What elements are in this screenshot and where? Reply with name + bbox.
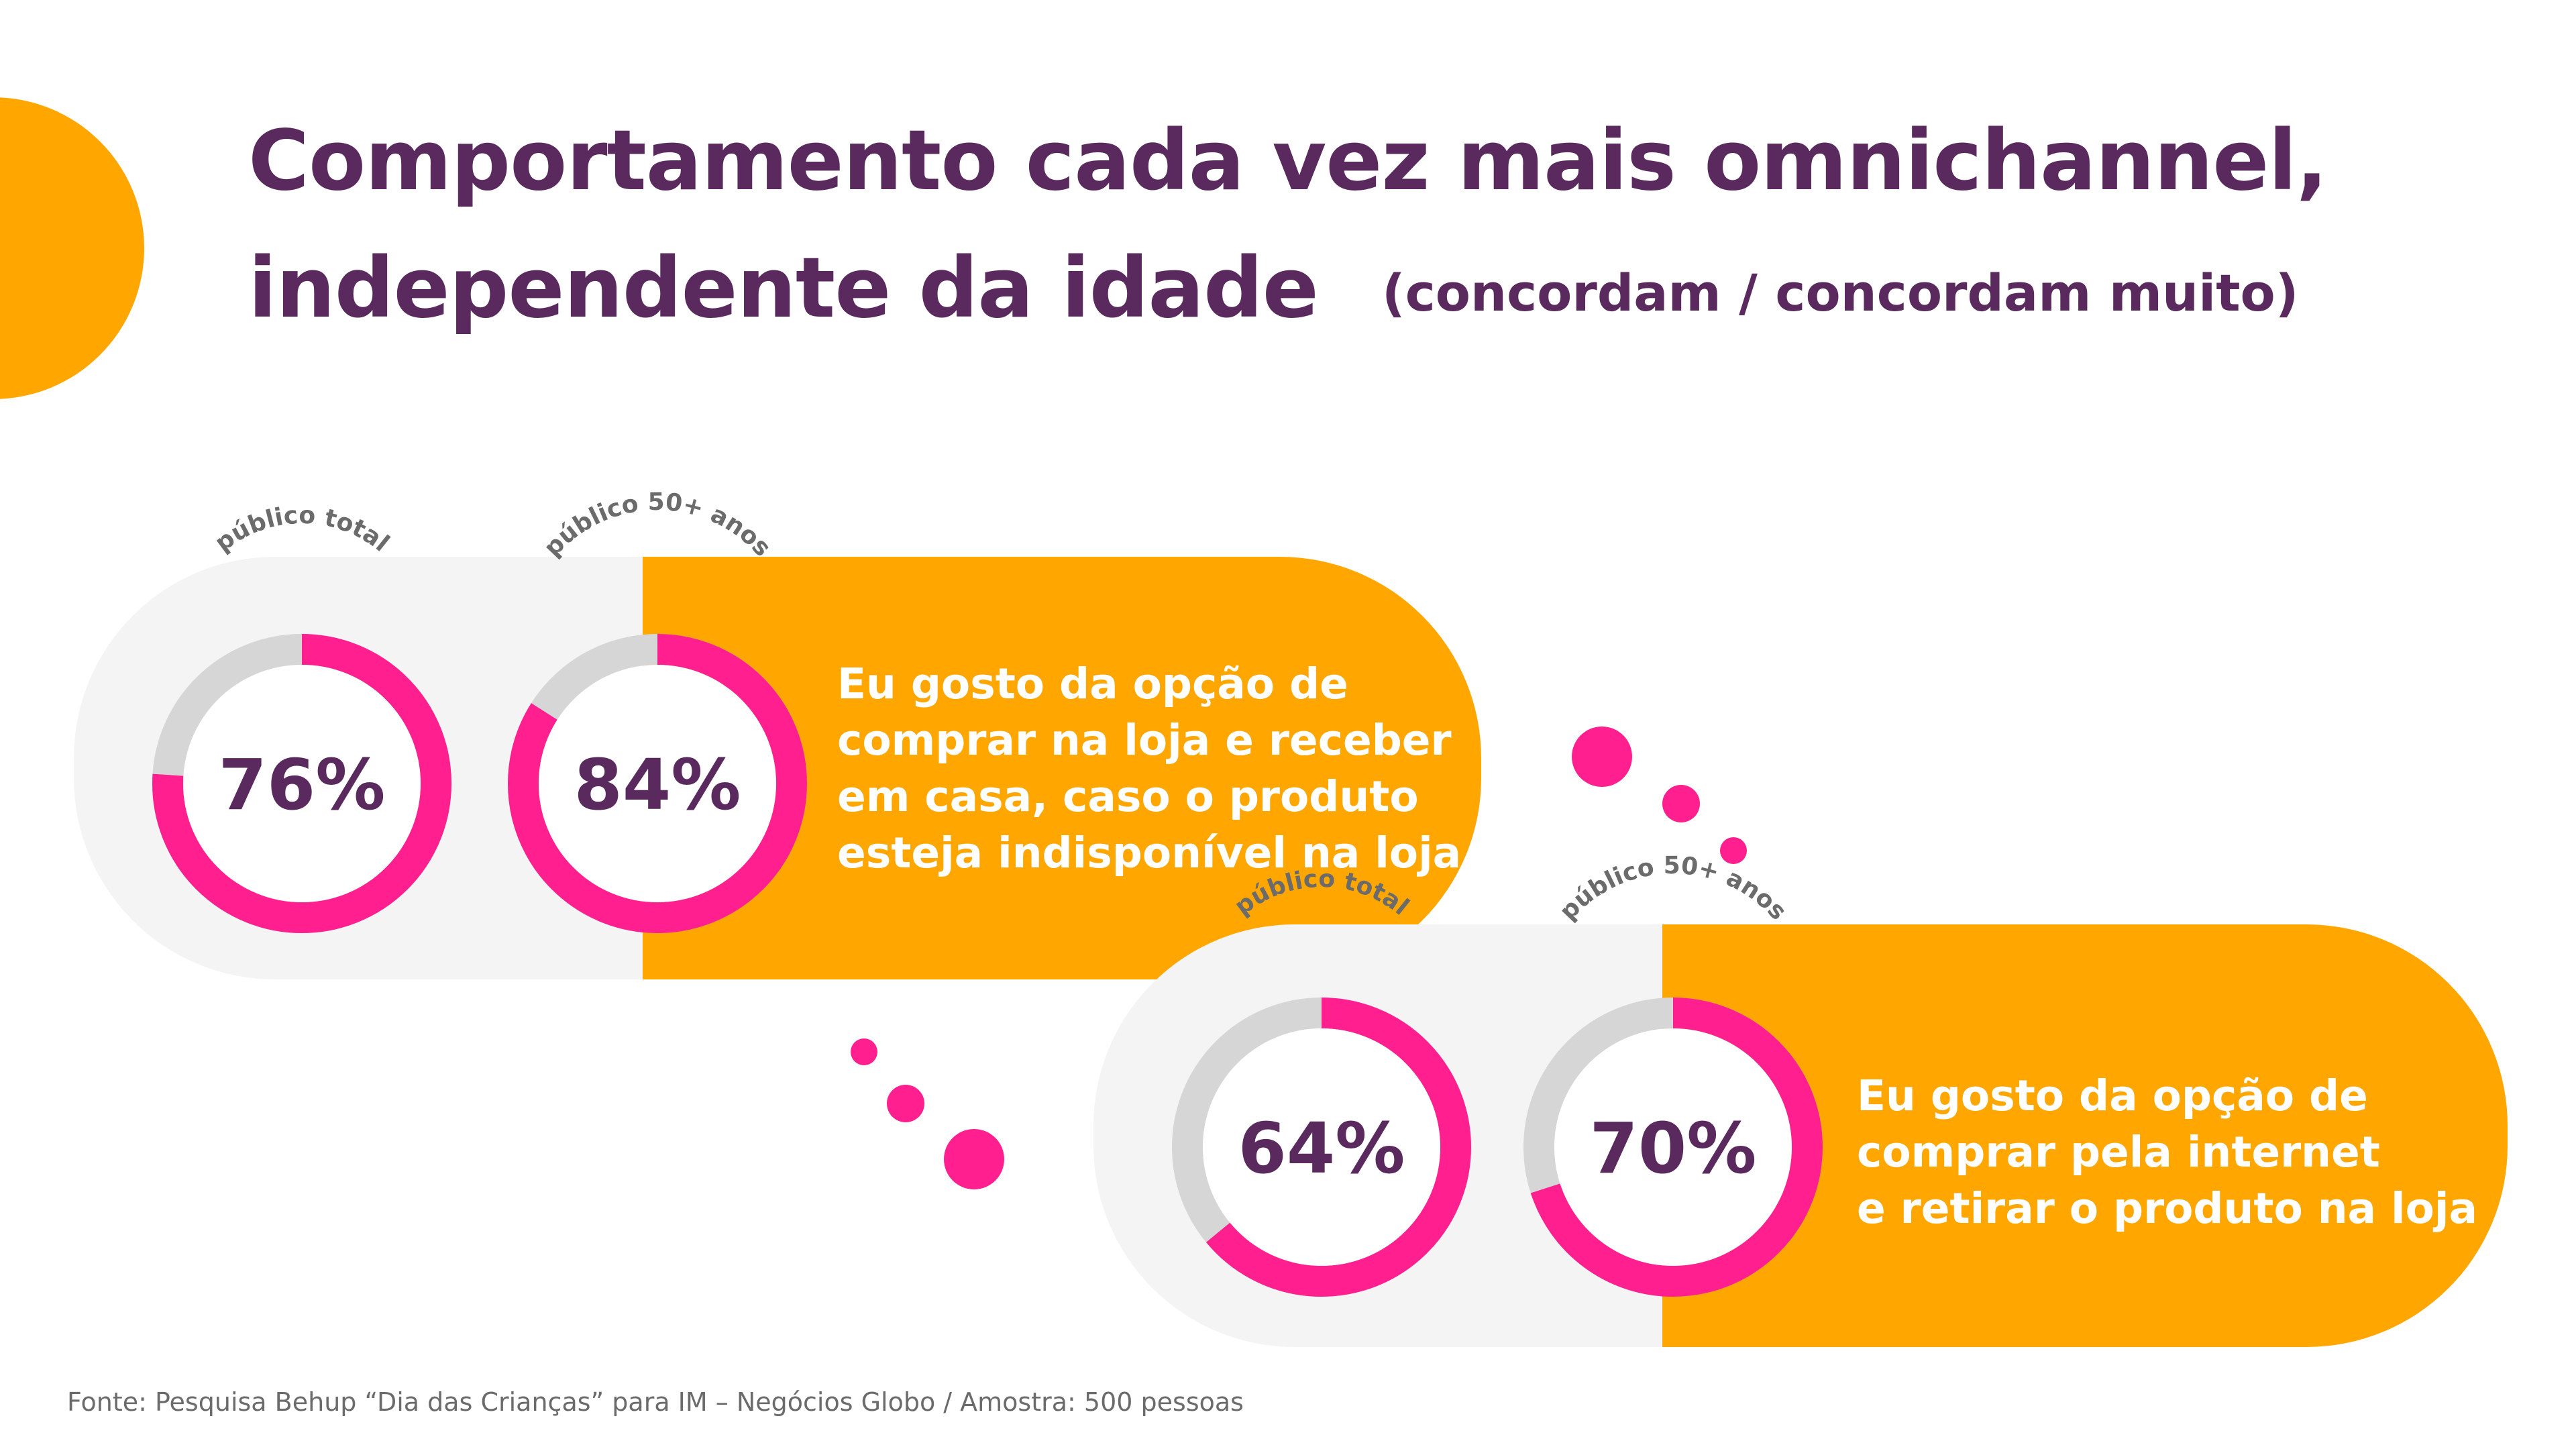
- donut-value-arc: [1172, 998, 1471, 1297]
- page-title-line-1: Comportamento cada vez mais omnichannel,: [248, 113, 2328, 209]
- statement-line: comprar na loja e receber: [837, 716, 1452, 765]
- donut-value-label: 76%: [219, 744, 386, 826]
- donut-1-1-label: público total: [210, 502, 394, 557]
- donut-value-label: 84%: [574, 744, 741, 826]
- donut-charts: 76% 84% 64% 70%: [152, 634, 1823, 1297]
- statement-line: comprar pela internet: [1857, 1128, 2380, 1177]
- donut-value-label: 70%: [1590, 1108, 1757, 1189]
- decorative-orange-circle: [0, 97, 144, 399]
- donut-value-label: 64%: [1238, 1108, 1405, 1189]
- decorative-dot: [944, 1129, 1004, 1189]
- statement-text-2: Eu gosto da opção de comprar pela intern…: [1857, 1068, 2477, 1237]
- donut-value-arc: [152, 634, 451, 933]
- statement-line: Eu gosto da opção de: [1857, 1071, 2368, 1120]
- page-subtitle: (concordam / concordam muito): [1382, 263, 2299, 323]
- donut-center: [539, 665, 776, 902]
- statement-line: Eu gosto da opção de: [837, 659, 1348, 708]
- decorative-dot: [851, 1038, 877, 1065]
- statement-line: e retirar o produto na loja: [1857, 1184, 2477, 1233]
- donut-value-arc: [508, 634, 807, 933]
- donut-center: [1554, 1028, 1792, 1266]
- statement-line: esteja indisponível na loja: [837, 828, 1462, 877]
- decorative-dot: [887, 1085, 924, 1122]
- decorative-dot: [1572, 727, 1632, 787]
- donut-2-2-label: público 50+ anos: [1554, 852, 1792, 926]
- statement-text-1: Eu gosto da opção de comprar na loja e r…: [837, 656, 1461, 881]
- decorative-dot: [1720, 837, 1747, 864]
- source-note: Fonte: Pesquisa Behup “Dia das Crianças”…: [67, 1387, 1244, 1417]
- donut-center: [183, 665, 421, 902]
- donut-1-2-label: público 50+ anos: [539, 488, 776, 562]
- statement-line: em casa, caso o produto: [837, 772, 1419, 821]
- donut-value-arc: [1523, 998, 1823, 1297]
- donut-center: [1203, 1028, 1440, 1266]
- decorative-dot: [1662, 785, 1700, 822]
- page-title-line-2: independente da idade: [248, 240, 1319, 337]
